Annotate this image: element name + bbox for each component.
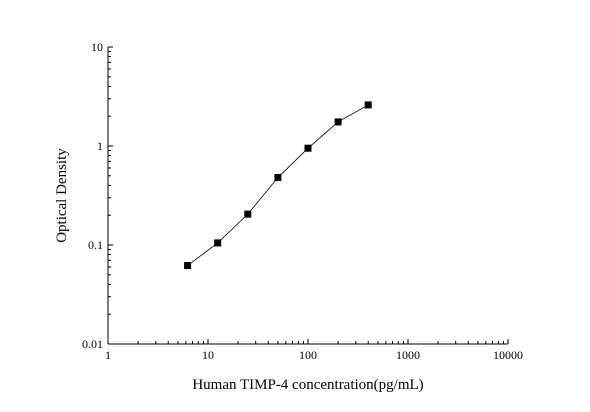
data-point bbox=[274, 174, 282, 182]
y-tick-label: 0.01 bbox=[82, 337, 103, 351]
x-tick-label: 100 bbox=[299, 348, 317, 362]
y-tick-label: 10 bbox=[91, 40, 103, 54]
data-point bbox=[364, 101, 372, 109]
data-point bbox=[184, 262, 192, 270]
data-points bbox=[184, 101, 372, 270]
axes bbox=[107, 47, 508, 345]
x-tick-label: 1000 bbox=[396, 348, 420, 362]
y-tick-label: 0.1 bbox=[88, 238, 103, 252]
x-axis-title: Human TIMP-4 concentration(pg/mL) bbox=[192, 377, 423, 393]
y-tick-label: 1 bbox=[97, 139, 103, 153]
x-tick-label: 10 bbox=[202, 348, 214, 362]
x-tick-label: 1 bbox=[105, 348, 111, 362]
data-point bbox=[304, 144, 312, 152]
data-point bbox=[214, 239, 222, 247]
y-axis-title: Optical Density bbox=[54, 148, 70, 243]
x-ticks: 1 10 100 1000 10000 bbox=[105, 339, 523, 362]
data-point bbox=[244, 210, 252, 218]
data-point bbox=[334, 118, 342, 126]
series bbox=[184, 101, 372, 270]
y-ticks: 0.01 0.1 1 10 bbox=[82, 40, 113, 351]
x-tick-label: 10000 bbox=[493, 348, 523, 362]
